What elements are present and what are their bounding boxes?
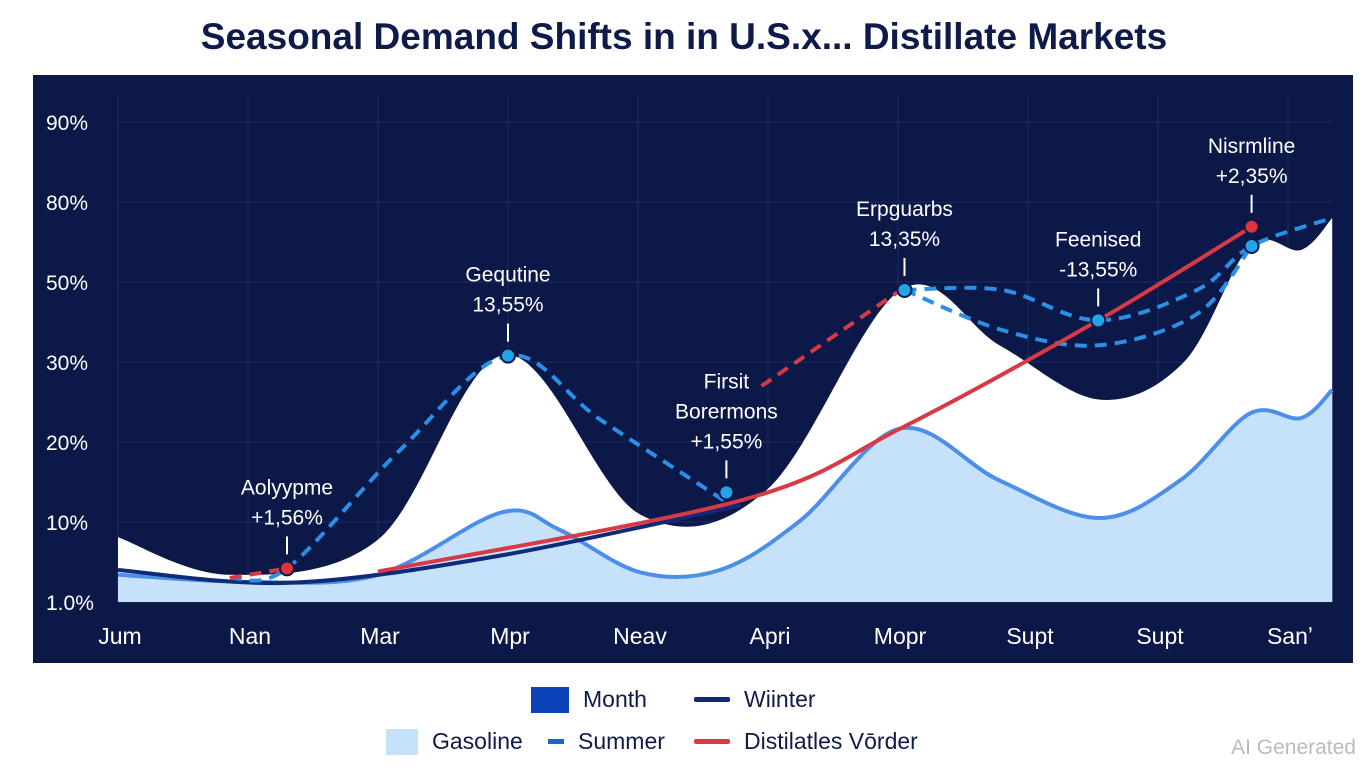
x-tick-label: Jum (98, 623, 141, 649)
series-distilatles-v-rder-dashed--line (229, 566, 288, 580)
annotation-label: Erpguarbs (856, 198, 953, 221)
x-tick-label: Supt (1136, 623, 1184, 649)
x-tick-label: Mpr (490, 623, 530, 649)
watermark: AI Generated (1231, 736, 1356, 759)
legend-item-distillates: Distilatles Vōrder (694, 728, 918, 755)
y-tick-label: 80% (46, 192, 88, 215)
data-point-marker (896, 282, 913, 298)
y-tick-label: 50% (46, 272, 88, 295)
series-wiinter-line (117, 503, 742, 586)
data-point-marker (279, 560, 295, 577)
annotation-label: +1,56% (251, 506, 323, 529)
x-tick-label: Nan (229, 623, 271, 649)
annotation-label: Feenised (1055, 228, 1141, 251)
annotation-label: -13,55% (1059, 258, 1137, 281)
legend-swatch-line (548, 739, 564, 744)
y-tick-label: 10% (46, 512, 88, 535)
series-summer-lower--line (903, 244, 1254, 348)
legend-label: Summer (578, 728, 665, 754)
annotation-label: +2,35% (1216, 165, 1288, 188)
x-tick-label: Mopr (874, 623, 927, 649)
y-tick-label: 20% (46, 432, 88, 455)
y-tick-label: 1.0% (46, 592, 94, 615)
legend-swatch-line (694, 739, 730, 744)
legend-item-summer: Summer (548, 728, 665, 755)
y-tick-label: 30% (46, 352, 88, 375)
legend-label: Distilatles Vōrder (744, 728, 918, 754)
legend-label: Month (583, 686, 647, 712)
series-gasoline-area (118, 390, 1333, 602)
data-point-marker (1243, 218, 1260, 235)
data-point-marker (1243, 238, 1260, 254)
data-point-marker (718, 484, 735, 501)
legend-item-gasoline: Gasoline (386, 728, 523, 755)
annotation-label: Borermons (675, 400, 778, 423)
x-tick-label: Mar (360, 623, 400, 649)
annotation-label: Firsit (704, 370, 750, 393)
legend-item-month: Month (531, 686, 647, 713)
annotation-label: Gequtine (465, 264, 550, 287)
chart-title: Seasonal Demand Shifts in in U.S.х... Di… (200, 16, 1168, 57)
legend-swatch-line (694, 697, 730, 702)
annotation-label: Aolyypme (241, 476, 333, 499)
series-distilatles-v-rder-line (377, 225, 1253, 574)
annotation-label: Nisrmline (1208, 135, 1296, 158)
x-tick-label: Neav (613, 623, 667, 649)
legend-label: Gasoline (432, 728, 523, 754)
annotation-label: +1,55% (690, 430, 762, 453)
data-point-marker (500, 347, 516, 364)
legend-swatch-box (386, 728, 418, 755)
x-tick-label: Supt (1006, 623, 1054, 649)
legend-label: Wiinter (744, 686, 816, 712)
x-tick-label: Apri (750, 623, 791, 649)
legend-swatch-box (531, 686, 569, 713)
annotation-label: 13,35% (869, 228, 940, 251)
y-tick-label: 90% (46, 112, 88, 135)
legend-item-winter: Wiinter (694, 686, 816, 713)
series-distilatles-v-rder-dashed-2--line (760, 288, 902, 388)
data-point-marker (1090, 312, 1107, 329)
x-tick-label: Sanʼ (1267, 623, 1313, 649)
annotation-label: 13,55% (472, 294, 543, 317)
